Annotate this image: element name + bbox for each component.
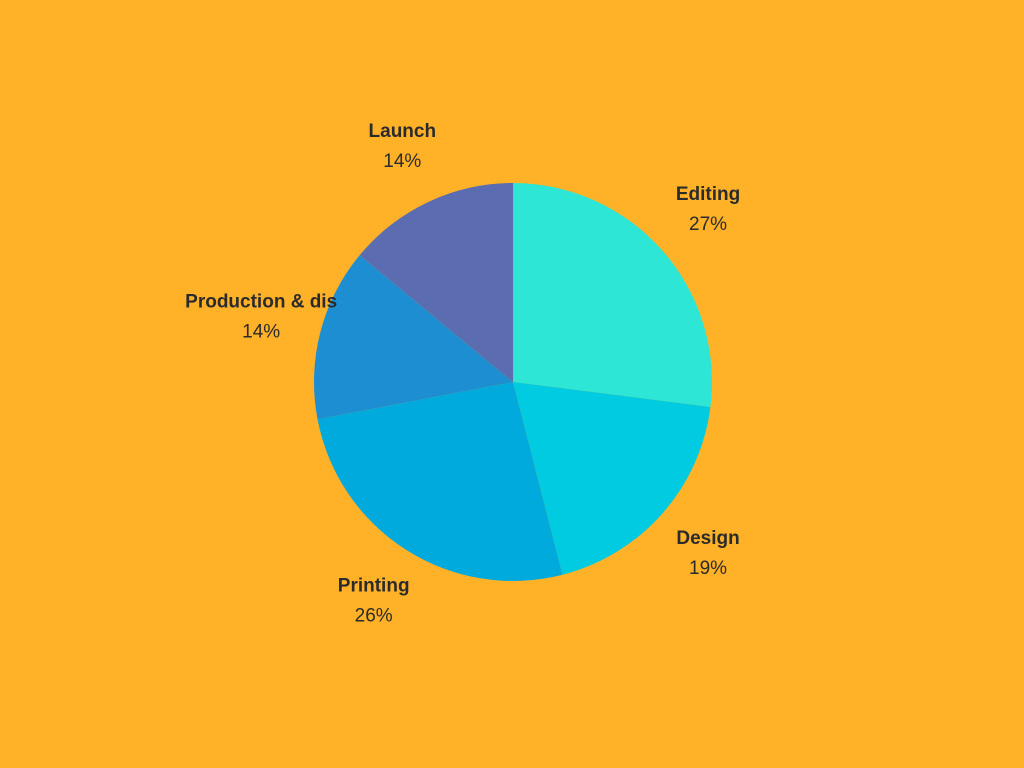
pie-slice [314,255,513,420]
pie-slice [513,183,712,407]
pie-slice [359,183,513,382]
slice-label: Editing [676,184,740,205]
slice-value-label: 19% [689,558,727,579]
slice-label: Production & dis [185,291,337,312]
slice-label: Printing [338,576,410,597]
slice-value-label: 27% [689,214,727,235]
slice-value-label: 26% [355,606,393,627]
pie-slice [513,382,711,575]
pie-slice [317,382,563,582]
slice-label: Design [676,528,739,549]
slice-value-label: 14% [242,321,280,342]
slice-value-label: 14% [383,151,421,172]
slice-label: Launch [369,121,437,142]
